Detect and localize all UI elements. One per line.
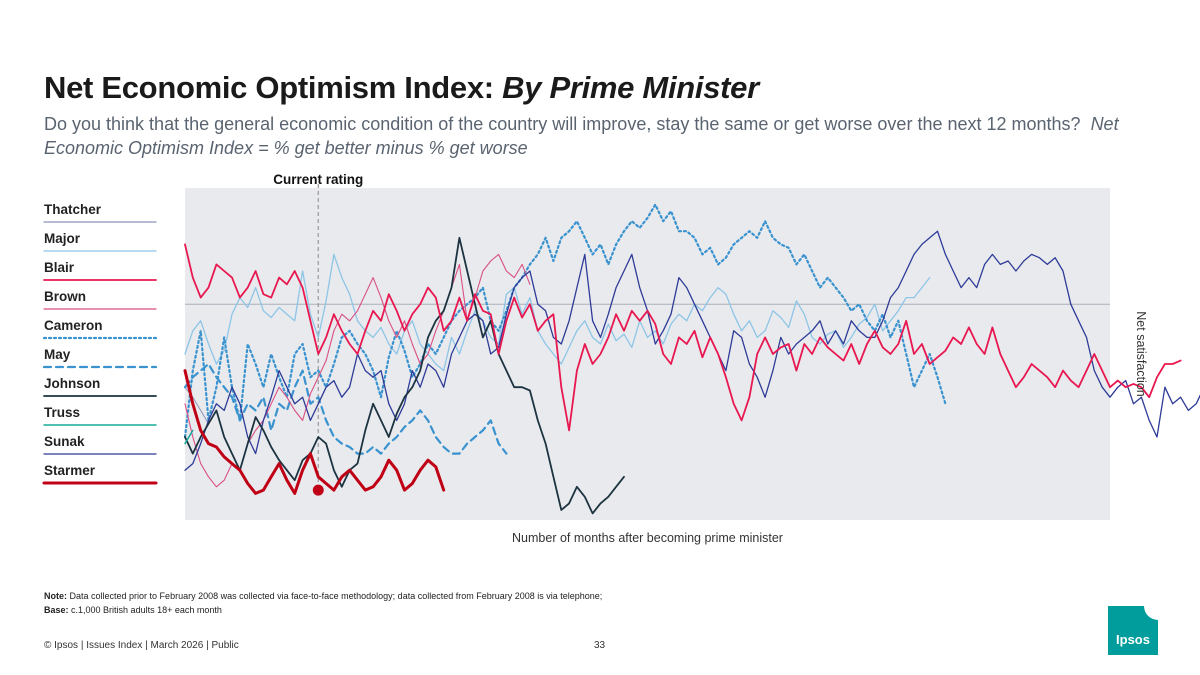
legend-item-truss: Truss: [43, 405, 157, 426]
current-rating-label: Current rating: [273, 172, 363, 187]
legend-item-sunak: Sunak: [43, 434, 157, 455]
series-line-sunak: [184, 230, 1200, 471]
x-axis-label: Number of months after becoming prime mi…: [512, 531, 783, 545]
note-line: Note: Data collected prior to February 2…: [44, 589, 602, 603]
legend-item-cameron: Cameron: [42, 318, 158, 340]
page-title: Net Economic Optimism Index: By Prime Mi…: [44, 70, 759, 106]
base-text: c.1,000 British adults 18+ each month: [71, 605, 222, 615]
base-line: Base: c.1,000 British adults 18+ each mo…: [44, 603, 602, 617]
subtitle-main: Do you think that the general economic c…: [44, 114, 1081, 134]
ipsos-logo: Ipsos: [1108, 606, 1158, 655]
legend-label: Cameron: [44, 318, 103, 333]
series-line-johnson: [184, 236, 625, 515]
title-italic: By Prime Minister: [502, 70, 759, 105]
series-line-may: [183, 362, 508, 455]
series-line-truss: [184, 429, 194, 445]
subtitle: Do you think that the general economic c…: [44, 112, 1134, 160]
base-label: Base:: [44, 605, 69, 615]
legend-item-major: Major: [43, 231, 157, 252]
note-text: Data collected prior to February 2008 wa…: [69, 591, 603, 601]
legend-label: Truss: [44, 405, 80, 420]
series-line-cameron: [183, 203, 947, 439]
legend-label: Sunak: [44, 434, 85, 449]
legend-item-thatcher: Thatcher: [43, 202, 157, 223]
legend-label: Thatcher: [44, 202, 102, 217]
legend-label: May: [44, 347, 71, 362]
legend-item-starmer: Starmer: [42, 463, 158, 485]
title-main: Net Economic Optimism Index:: [44, 70, 503, 105]
logo-text: Ipsos: [1116, 632, 1150, 647]
subtitle-italic: Net Economic Optimism Index = % get bett…: [44, 114, 1119, 158]
legend-label: Johnson: [44, 376, 100, 391]
legend-item-may: May: [42, 347, 158, 369]
plot-area: [185, 188, 1110, 520]
legend-item-blair: Blair: [43, 260, 157, 281]
page-number: 33: [594, 640, 606, 651]
legend-label: Blair: [44, 260, 75, 275]
legend-label: Brown: [44, 289, 86, 304]
y-axis-label: Net satisfaction: [1134, 311, 1148, 397]
legend-item-brown: Brown: [43, 289, 157, 310]
legend-label: Starmer: [44, 463, 96, 478]
legend-label: Major: [44, 231, 81, 246]
notes: Note: Data collected prior to February 2…: [44, 589, 602, 617]
series-line-starmer: [183, 369, 446, 495]
legend-item-johnson: Johnson: [43, 376, 157, 397]
series-line-blair: [184, 243, 1182, 432]
logo-cut: [1144, 606, 1158, 620]
note-label: Note:: [44, 591, 67, 601]
footer-text: © Ipsos | Issues Index | March 2026 | Pu…: [44, 640, 239, 651]
current-rating-dot: [312, 484, 324, 496]
